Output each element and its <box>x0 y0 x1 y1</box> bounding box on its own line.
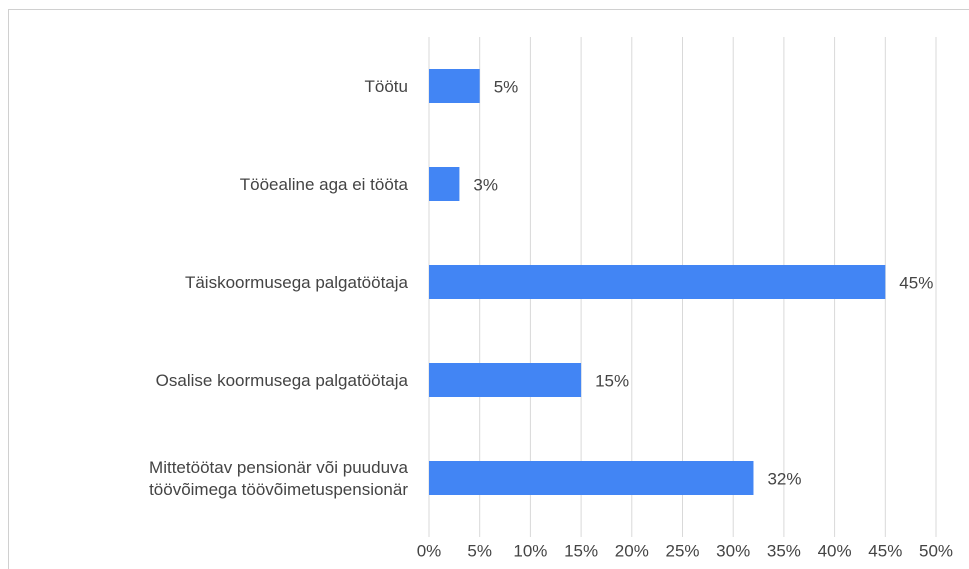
x-tick-label: 45% <box>868 541 902 560</box>
x-tick-label: 30% <box>716 541 750 560</box>
y-tick-label: Osalise koormusega palgatöötaja <box>155 371 408 390</box>
value-label: 5% <box>494 77 519 96</box>
y-tick-label: Täiskoormusega palgatöötaja <box>184 273 408 292</box>
x-tick-label: 20% <box>615 541 649 560</box>
x-tick-label: 40% <box>818 541 852 560</box>
value-label: 15% <box>595 371 629 390</box>
x-tick-label: 15% <box>564 541 598 560</box>
bar <box>429 363 582 397</box>
x-tick-label: 10% <box>513 541 547 560</box>
x-tick-label: 0% <box>417 541 442 560</box>
y-tick-label: Töötu <box>364 77 408 96</box>
bar <box>429 69 480 103</box>
x-tick-label: 35% <box>767 541 801 560</box>
bar <box>429 461 754 495</box>
value-label: 45% <box>899 273 933 292</box>
x-tick-label: 50% <box>919 541 953 560</box>
value-label: 3% <box>473 175 498 194</box>
x-tick-label: 25% <box>665 541 699 560</box>
x-tick-label: 5% <box>467 541 492 560</box>
y-tick-label: Tööealine aga ei tööta <box>239 175 408 194</box>
y-tick-label: Mittetöötav pensionär või puuduva töövõi… <box>149 458 408 499</box>
bar <box>429 167 460 201</box>
bar <box>429 265 886 299</box>
value-label: 32% <box>767 469 801 488</box>
frame <box>8 9 969 569</box>
